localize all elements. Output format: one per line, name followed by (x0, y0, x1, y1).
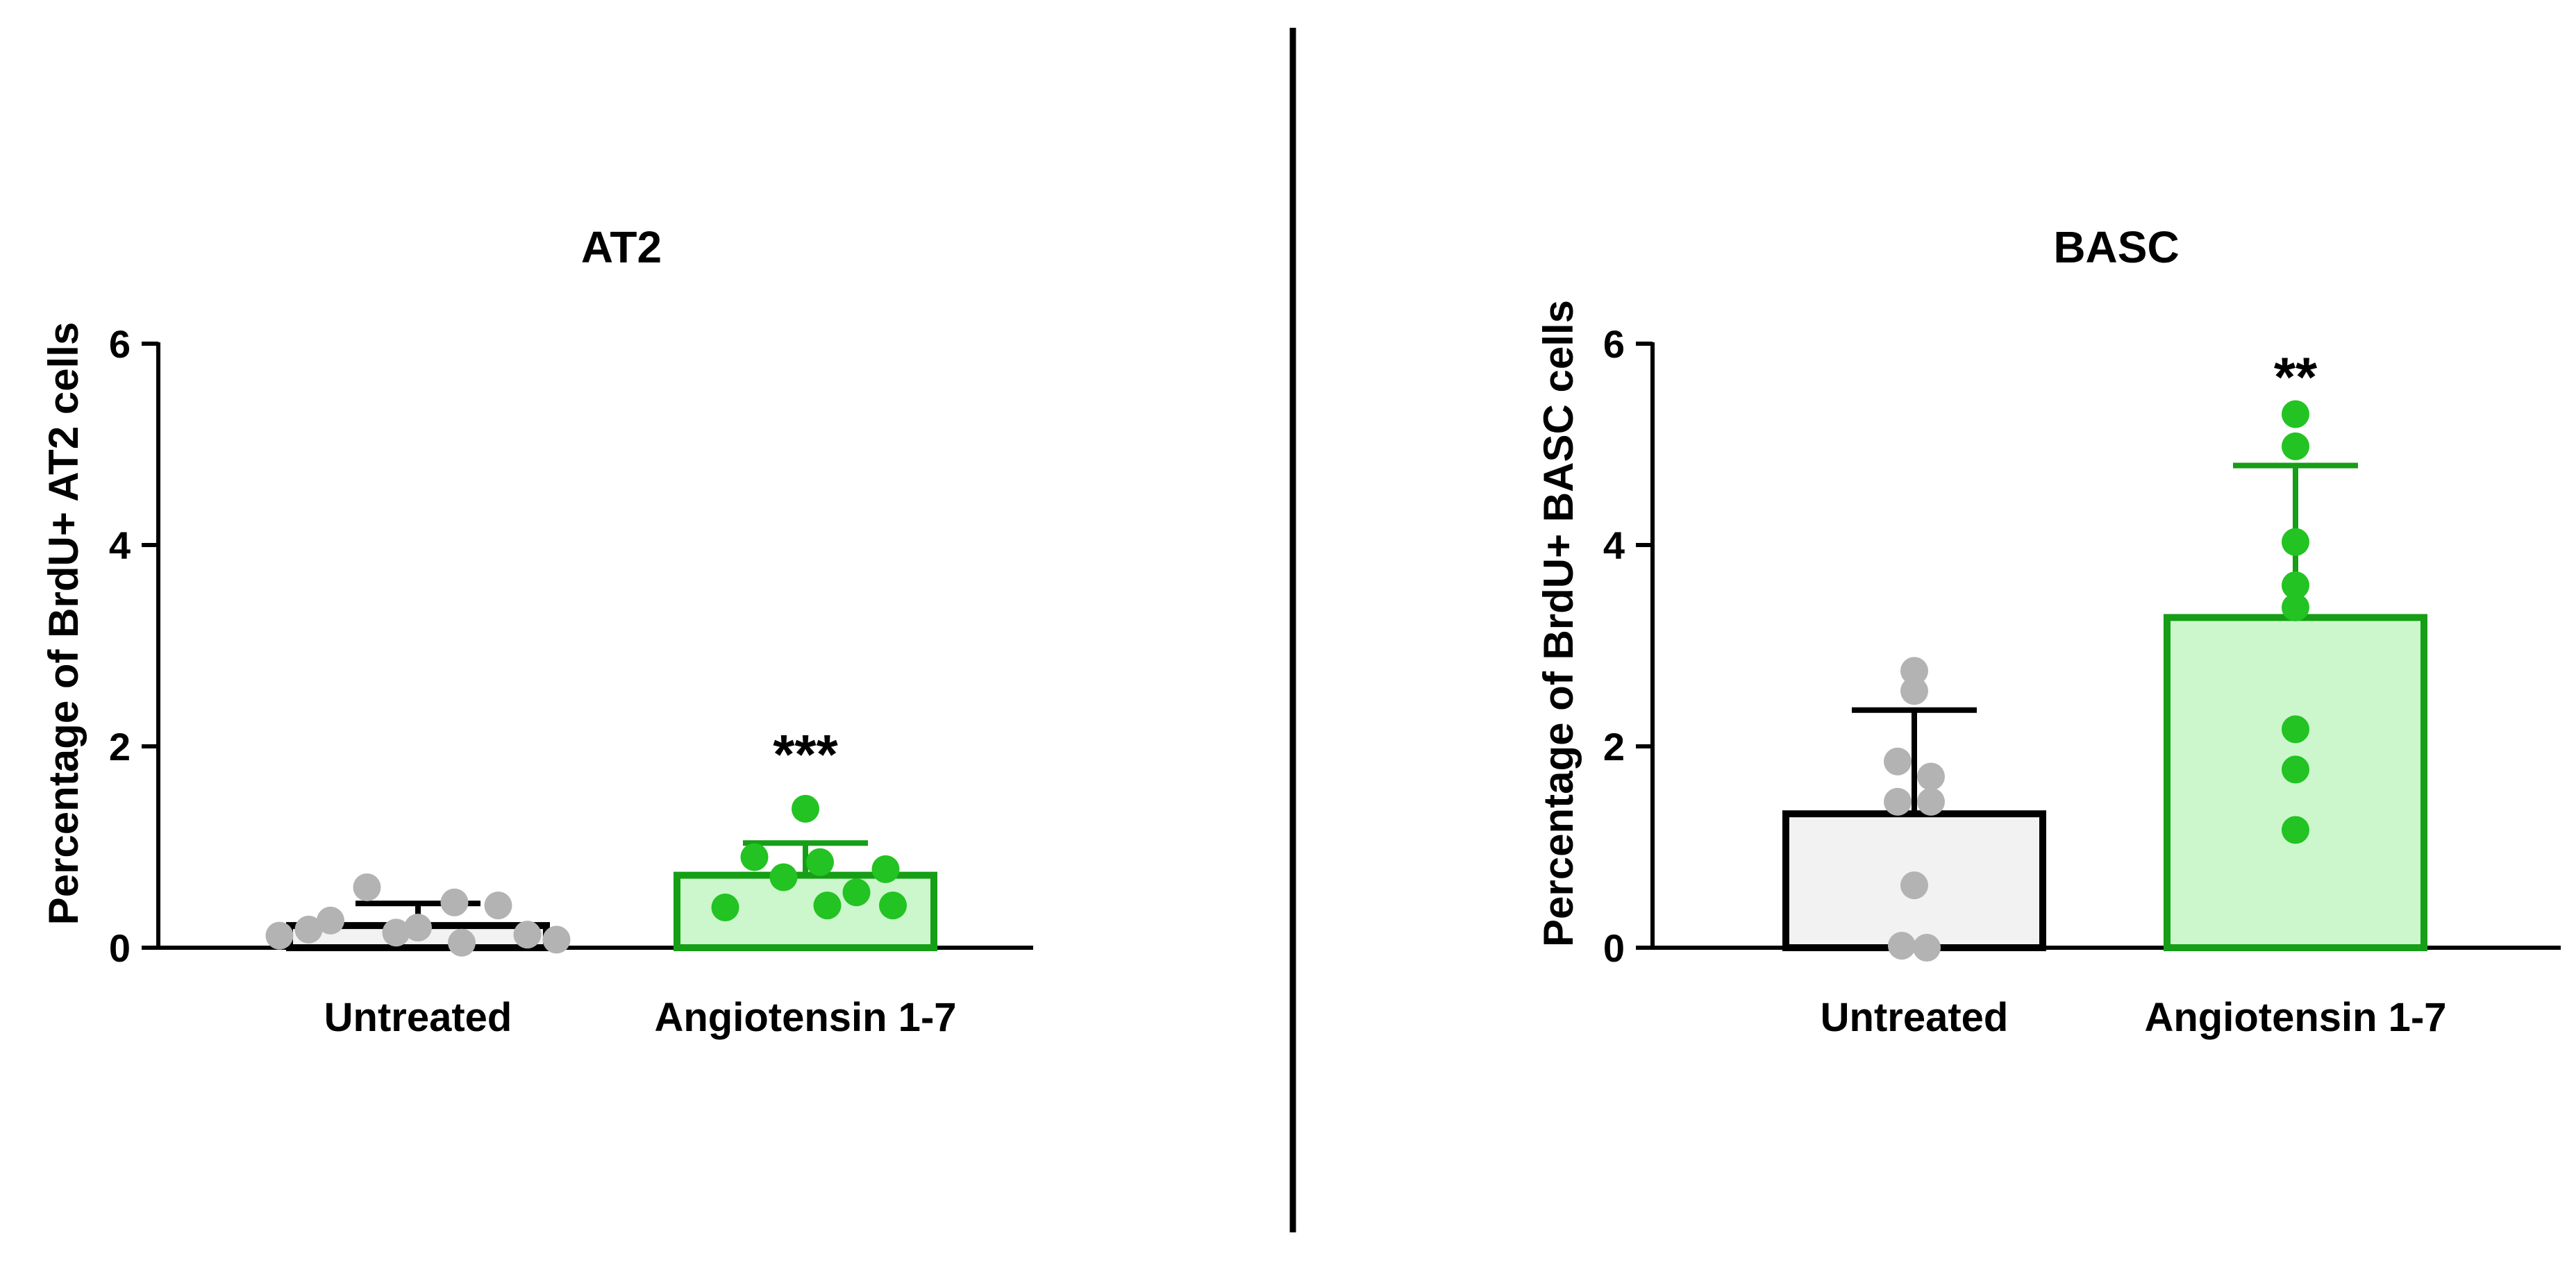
data-point (2282, 715, 2309, 744)
significance-label: *** (773, 723, 838, 785)
data-point (404, 914, 432, 941)
x-tick-label: Angiotensin 1-7 (654, 995, 956, 1040)
data-point (842, 878, 871, 907)
y-tick-label: 4 (109, 523, 131, 567)
y-tick-label: 4 (1603, 523, 1625, 567)
data-point (513, 921, 542, 949)
data-point (542, 925, 571, 954)
x-tick-label: Untreated (324, 995, 512, 1040)
y-tick-label: 6 (109, 322, 131, 366)
data-point (1913, 934, 1941, 962)
data-point (711, 894, 739, 921)
data-point (353, 873, 381, 901)
data-point (440, 888, 469, 916)
x-tick-label: Angiotensin 1-7 (2144, 995, 2446, 1040)
data-point (2282, 432, 2309, 460)
data-point (265, 921, 294, 950)
y-axis-label: Percentage of BrdU+ AT2 cells (40, 322, 87, 925)
y-axis-label: Percentage of BrdU+ BASC cells (1535, 300, 1582, 947)
data-point (2282, 755, 2309, 784)
chart-title: BASC (2053, 222, 2179, 272)
data-point (317, 906, 344, 935)
data-point (484, 891, 512, 920)
data-point (813, 891, 842, 920)
data-point (1917, 762, 1945, 791)
y-tick-label: 2 (1603, 725, 1625, 769)
data-points (265, 794, 907, 957)
chart-panel-at2: AT2 Percentage of BrdU+ AT2 cells 0 2 4 6 Un… (40, 222, 1033, 1040)
data-point (2282, 571, 2309, 599)
tick-labels: 0 2 4 6 Untreated Angiotensin 1-7 *** (109, 322, 957, 1040)
data-point (382, 919, 410, 947)
bars (1782, 614, 2427, 952)
data-point (2282, 816, 2309, 844)
data-point (792, 794, 819, 823)
data-point (448, 928, 476, 957)
chart-title: AT2 (581, 222, 662, 272)
data-point (2282, 593, 2309, 621)
data-point (740, 843, 769, 871)
data-point (1917, 787, 1945, 816)
y-tick-label: 0 (109, 926, 131, 970)
data-point (769, 863, 798, 891)
data-point (1884, 747, 1912, 776)
chart-panel-basc: BASC Percentage of BrdU+ BASC cells 0 2 4 6… (1535, 222, 2561, 1040)
data-points (1884, 400, 2309, 962)
data-point (1888, 932, 1916, 960)
y-tick-label: 0 (1603, 926, 1625, 970)
data-point (806, 848, 834, 876)
data-point (1900, 871, 1928, 900)
significance-label: ** (2274, 346, 2318, 408)
x-tick-label: Untreated (1821, 995, 2009, 1040)
data-point (294, 915, 323, 944)
data-point (1900, 677, 1928, 705)
data-point (2282, 528, 2309, 556)
data-point (1884, 787, 1912, 816)
tick-labels: 0 2 4 6 Untreated Angiotensin 1-7 ** (1603, 322, 2447, 1040)
data-point (2282, 400, 2309, 428)
y-tick-label: 2 (109, 725, 131, 769)
y-tick-label: 6 (1603, 322, 1625, 366)
data-point (879, 891, 907, 920)
data-point (1900, 657, 1928, 685)
axes (142, 342, 1033, 950)
data-point (871, 855, 900, 883)
